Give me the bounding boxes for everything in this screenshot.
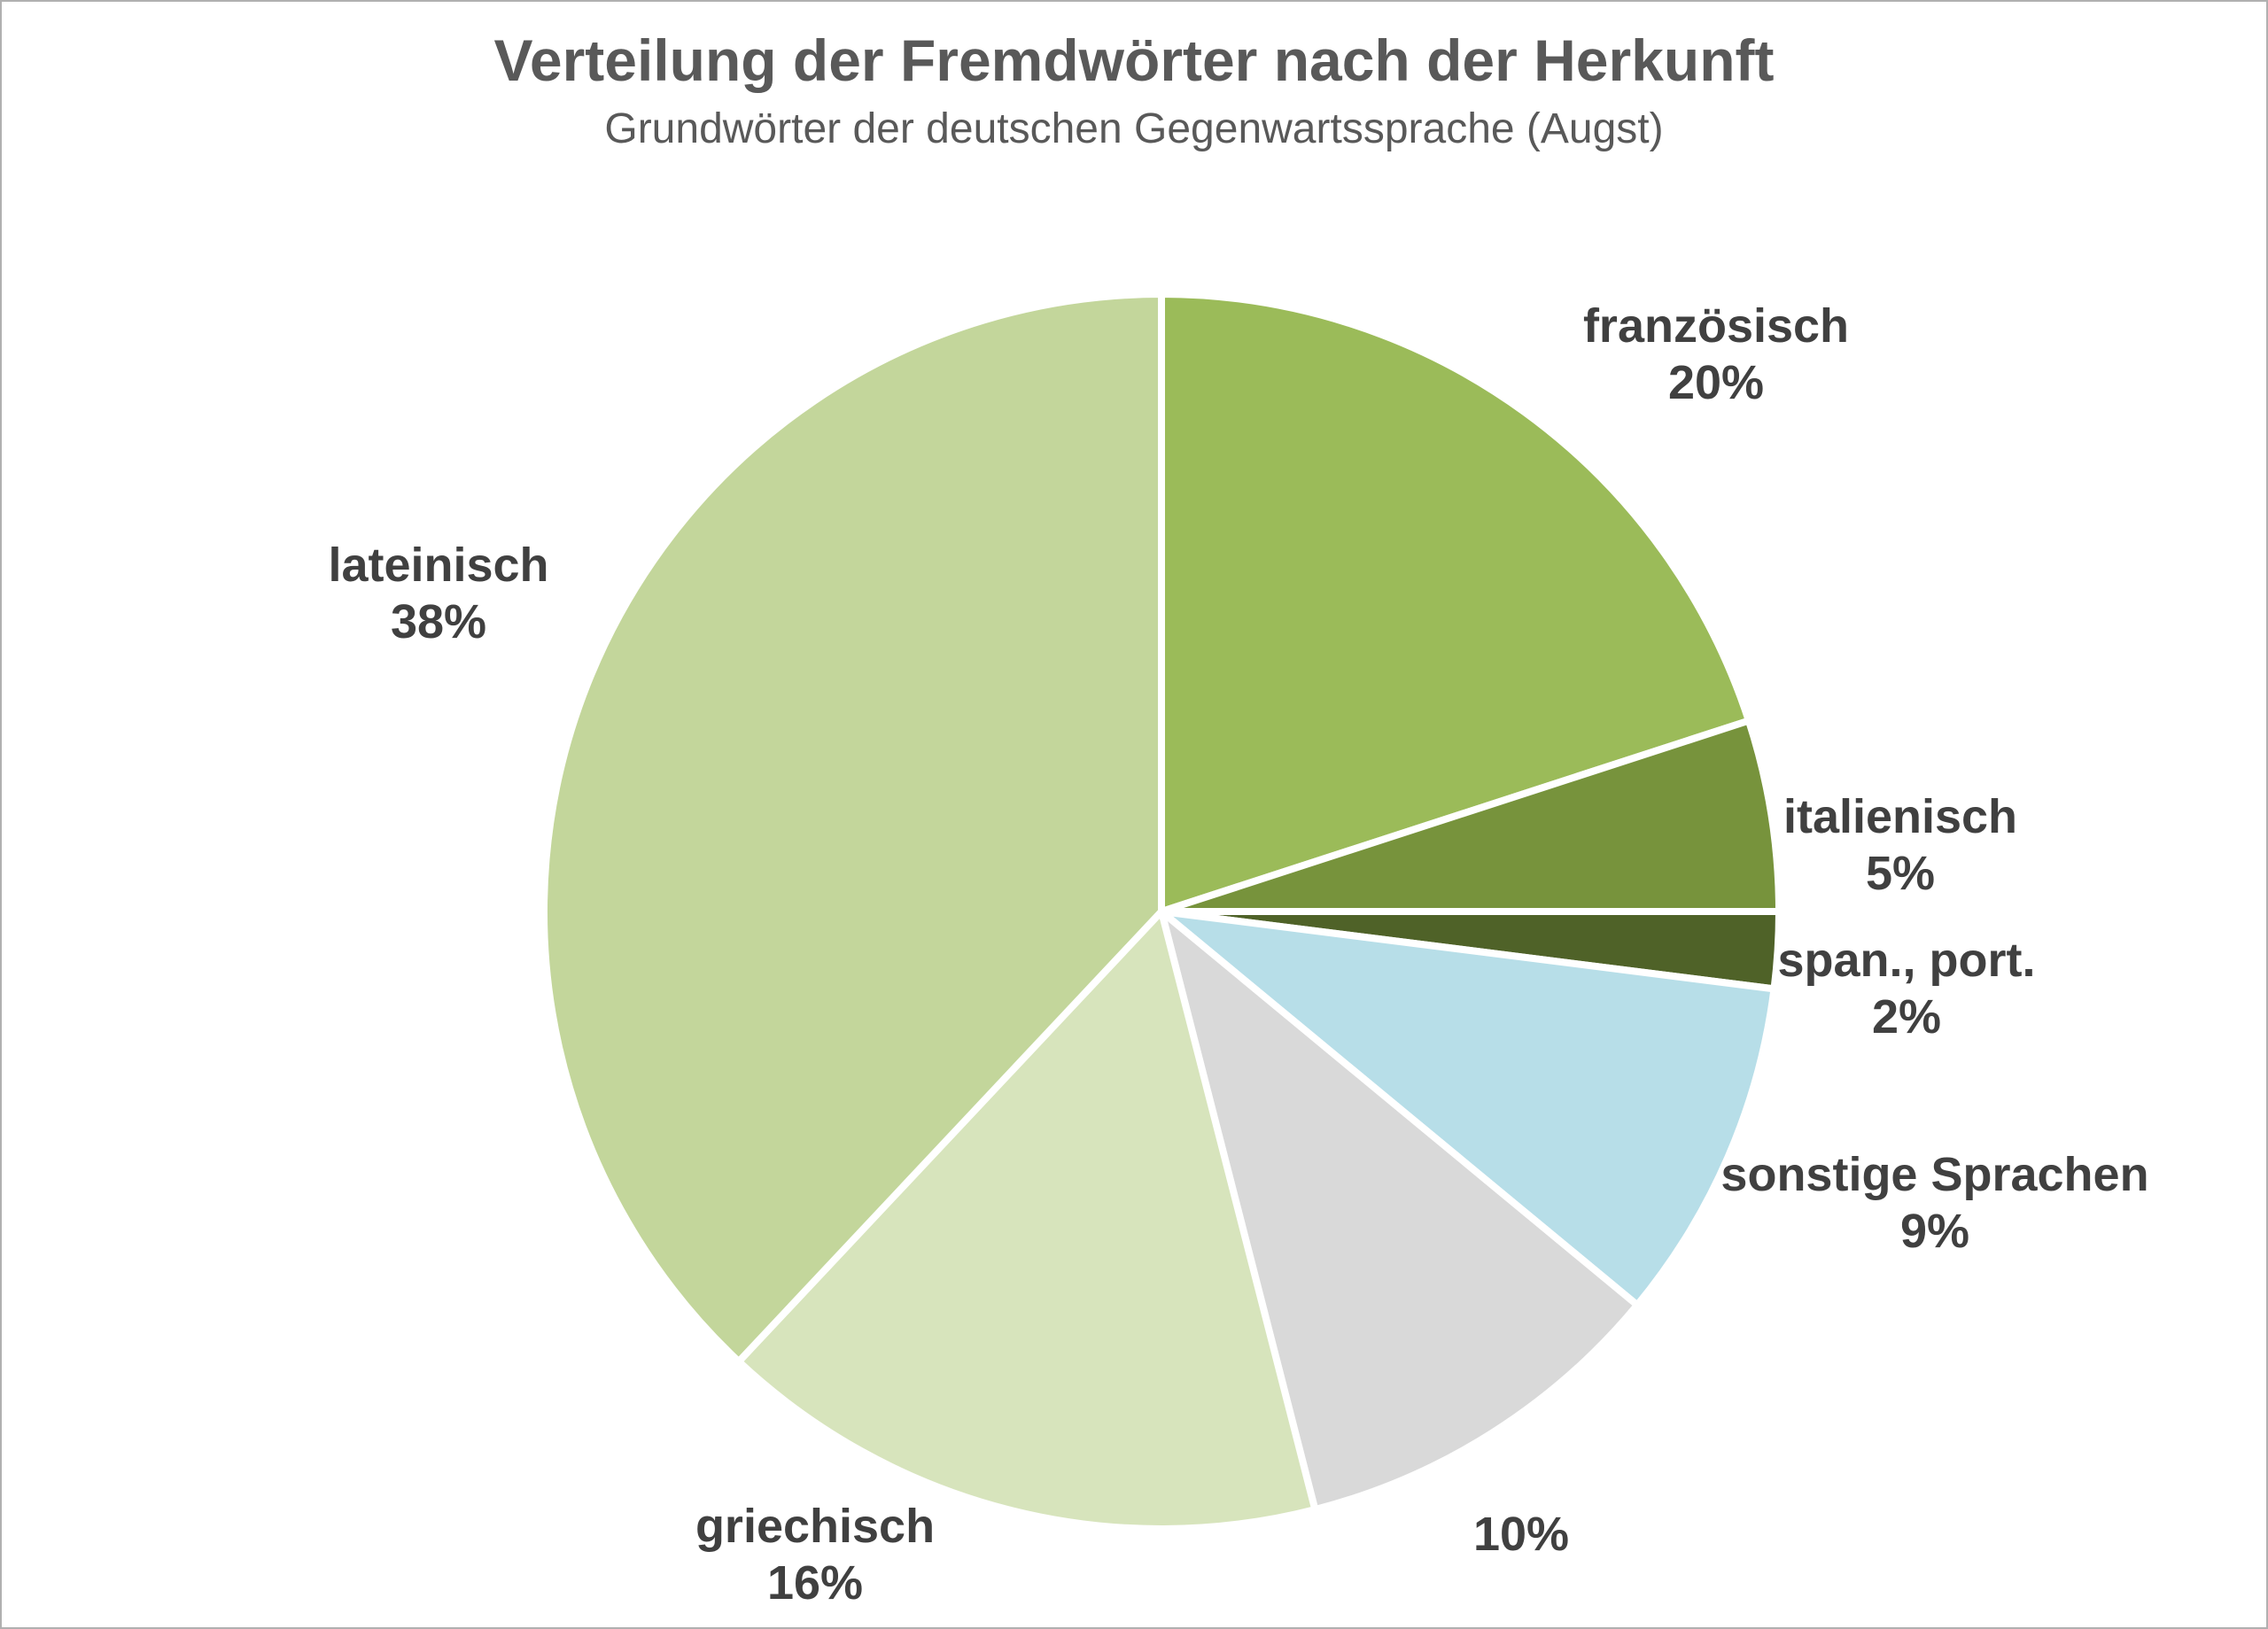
slice-name: französisch [1582, 299, 1850, 353]
slice-label-unbenannt: 10% [1473, 1506, 1569, 1563]
slice-percent: 5% [1865, 847, 1936, 900]
slice-name: lateinisch [328, 539, 549, 592]
slice-label-italienisch: italienisch 5% [1783, 788, 2017, 902]
pie-slice-1 [1158, 717, 1783, 915]
slice-label-franzoesisch: französisch 20% [1583, 298, 1849, 411]
pie-slice-5 [734, 908, 1319, 1532]
slice-percent: 20% [1667, 356, 1765, 409]
slice-percent: 9% [1899, 1205, 1970, 1258]
slice-percent: 2% [1871, 990, 1942, 1043]
slice-name: italienisch [1783, 790, 2018, 843]
pie-slice-4 [1158, 908, 1642, 1514]
pie-slice-0 [1158, 291, 1752, 915]
slice-name: span., port. [1777, 934, 2036, 987]
slice-label-griechisch: griechisch 16% [695, 1498, 935, 1611]
pie-chart [540, 291, 1783, 1532]
chart-title: Verteilung der Fremdwörter nach der Herk… [493, 27, 1775, 93]
slice-percent: 10% [1472, 1508, 1570, 1561]
slice-label-sonstige-sprachen: sonstige Sprachen 9% [1720, 1146, 2148, 1260]
slice-name: griechisch [695, 1500, 936, 1553]
pie-slice-3 [1158, 908, 1778, 1309]
slice-name: sonstige Sprachen [1720, 1148, 2149, 1201]
slice-label-span-port: span., port. 2% [1777, 932, 2035, 1045]
chart-subtitle: Grundwörter der deutschen Gegenwartsspra… [604, 105, 1664, 152]
pie-slice-6 [540, 291, 1165, 1366]
slice-percent: 38% [390, 595, 487, 648]
slice-percent: 16% [766, 1556, 864, 1610]
slice-label-lateinisch: lateinisch 38% [328, 537, 548, 650]
